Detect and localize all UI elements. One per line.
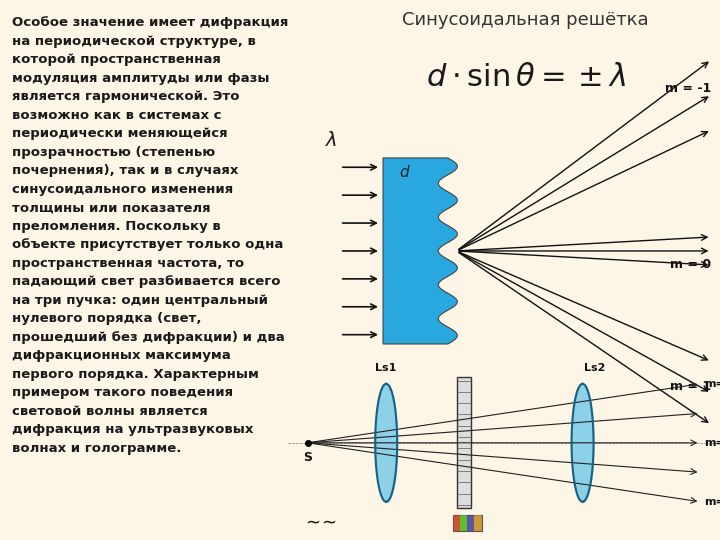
Text: m = -1: m = -1 — [665, 82, 711, 95]
Polygon shape — [383, 158, 457, 344]
Text: Синусоидальная решётка: Синусоидальная решётка — [402, 10, 649, 29]
Text: m=-1: m=-1 — [704, 379, 720, 389]
Bar — [457, 377, 471, 508]
Text: $d \cdot \sin\theta = \pm\lambda$: $d \cdot \sin\theta = \pm\lambda$ — [426, 63, 626, 92]
Text: S: S — [303, 451, 312, 464]
Bar — [467, 515, 474, 531]
Text: Ls2: Ls2 — [584, 363, 605, 373]
Text: m=1: m=1 — [704, 497, 720, 507]
Text: m = 0: m = 0 — [670, 258, 711, 271]
Text: $\sim\!\!\sim$: $\sim\!\!\sim$ — [302, 512, 337, 530]
Text: m=0: m=0 — [704, 438, 720, 448]
Text: $\lambda$: $\lambda$ — [325, 131, 338, 150]
Bar — [453, 515, 459, 531]
Text: $d$: $d$ — [399, 164, 410, 180]
Text: Особое значение имеет дифракция
на периодической структуре, в
которой пространст: Особое значение имеет дифракция на перио… — [12, 16, 288, 455]
Text: m = 1: m = 1 — [670, 380, 711, 393]
Bar — [453, 515, 482, 531]
Text: Ls1: Ls1 — [376, 363, 397, 373]
Bar — [460, 515, 467, 531]
Bar — [474, 515, 481, 531]
